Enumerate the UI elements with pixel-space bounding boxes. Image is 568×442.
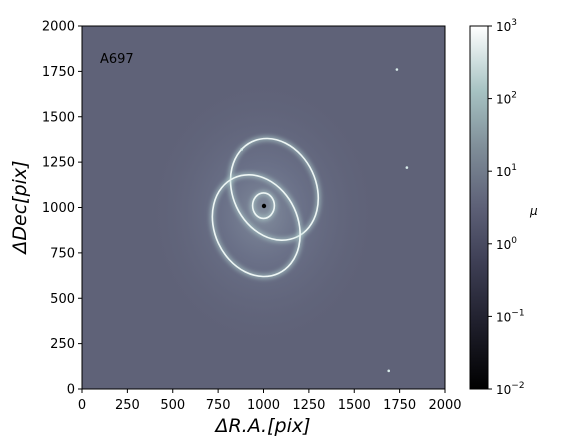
colorbar-ticks: 103 102 101 100 10−1 10−2 <box>488 18 525 397</box>
x-tick-label: 500 <box>160 398 185 413</box>
bright-point <box>405 166 409 169</box>
colorbar-tick-label: 100 <box>496 236 517 252</box>
inner-loop-line <box>251 192 276 220</box>
x-tick-label: 250 <box>115 398 140 413</box>
x-tick-label: 2000 <box>428 398 461 413</box>
colorbar-tick-label: 101 <box>496 163 517 179</box>
y-axis-label: ΔDec[pix] <box>9 160 31 255</box>
colorbar-tick-label: 10−1 <box>496 308 525 324</box>
x-tick-label: 1500 <box>338 398 371 413</box>
y-tick-label: 750 <box>50 246 75 261</box>
x-tick-label: 1250 <box>292 398 325 413</box>
bright-point <box>240 148 244 151</box>
x-tick-label: 0 <box>78 398 86 413</box>
panel-label: A697 <box>100 52 134 67</box>
lens-center-dot <box>261 203 267 209</box>
lower-critical-curve-line <box>211 173 301 278</box>
x-axis-label: ΔR.A.[pix] <box>213 415 310 437</box>
y-tick-label: 1500 <box>42 110 75 125</box>
y-tick-label: 1000 <box>42 201 75 216</box>
colorbar-tick-label: 10−2 <box>496 381 525 397</box>
lower-critical-curve <box>209 172 303 280</box>
y-tick-label: 1250 <box>42 156 75 171</box>
y-tick-label: 0 <box>67 383 75 398</box>
x-tick-label: 1750 <box>383 398 416 413</box>
y-tick-label: 1750 <box>42 65 75 80</box>
colorbar-label: μ <box>529 204 538 218</box>
upper-critical-curve-line <box>229 137 320 242</box>
bright-point <box>395 68 399 71</box>
x-tick-label: 1000 <box>247 398 280 413</box>
x-axis-ticks: 0 250 500 750 1000 1250 1500 1750 2000 <box>78 389 462 413</box>
colorbar <box>469 25 489 390</box>
plot-area <box>82 26 445 389</box>
y-tick-label: 500 <box>50 292 75 307</box>
y-tick-label: 2000 <box>42 20 75 35</box>
colorbar-tick-label: 103 <box>496 18 517 34</box>
upper-critical-curve <box>228 135 321 243</box>
central-halo <box>143 73 383 353</box>
x-tick-label: 750 <box>206 398 231 413</box>
caustic-curves <box>209 135 321 280</box>
bright-points <box>240 68 409 373</box>
inner-loop <box>250 190 277 221</box>
bright-point <box>387 369 391 373</box>
y-tick-label: 250 <box>50 337 75 352</box>
y-axis-ticks: 0 250 500 750 1000 1250 1500 1750 2000 <box>42 20 82 398</box>
colorbar-tick-label: 102 <box>496 91 517 107</box>
